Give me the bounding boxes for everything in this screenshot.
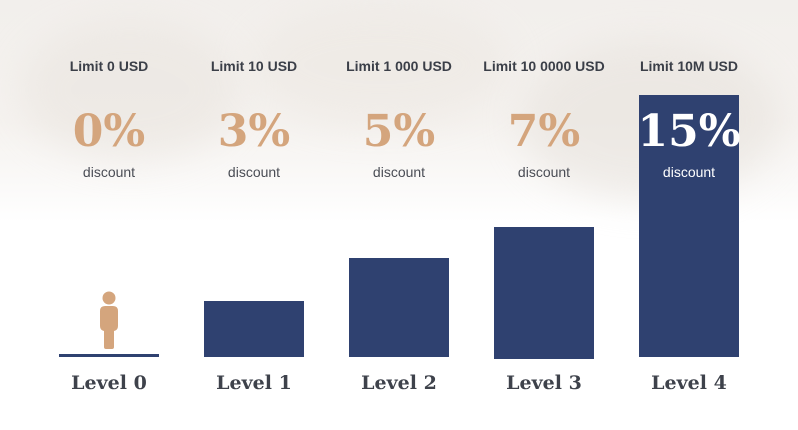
tier-bar bbox=[639, 95, 739, 357]
tier-level-2: Limit 1 000 USD 5% discount Level 2 bbox=[346, 0, 452, 430]
tier-discount-label: discount bbox=[662, 164, 716, 180]
tier-limit: Limit 1 000 USD bbox=[346, 58, 452, 74]
tier-discount-percent: 5% bbox=[362, 106, 436, 157]
tier-discount-label: discount bbox=[82, 164, 136, 180]
tier-level-label: Level 3 bbox=[506, 372, 582, 394]
tier-limit: Limit 0 USD bbox=[69, 58, 149, 74]
tier-level-4: Limit 10M USD 15% discount Level 4 bbox=[637, 0, 740, 430]
tier-bar bbox=[494, 227, 594, 359]
tier-limit: Limit 10 USD bbox=[210, 58, 298, 74]
tier-level-0: Limit 0 USD 0% discount Level 0 bbox=[59, 0, 159, 430]
tier-discount-label: discount bbox=[372, 164, 426, 180]
tier-level-label: Level 0 bbox=[71, 372, 147, 394]
tier-discount-label: discount bbox=[517, 164, 571, 180]
tier-discount-percent: 7% bbox=[507, 106, 581, 157]
tier-level-label: Level 1 bbox=[216, 372, 292, 394]
person-icon bbox=[100, 291, 118, 349]
tier-level-label: Level 2 bbox=[361, 372, 437, 394]
background-blur-shape bbox=[250, 5, 510, 125]
tier-limit: Limit 10 0000 USD bbox=[483, 58, 605, 74]
tier-level-label: Level 4 bbox=[651, 372, 727, 394]
tier-bar bbox=[204, 301, 304, 357]
tier-discount-percent: 3% bbox=[217, 106, 291, 157]
tier-discount-label: discount bbox=[227, 164, 281, 180]
tier-bar bbox=[349, 258, 449, 357]
tier-level-1: Limit 10 USD 3% discount Level 1 bbox=[204, 0, 304, 430]
tier-limit: Limit 10M USD bbox=[639, 58, 738, 74]
background-blur-shape bbox=[20, 20, 240, 160]
tier-discount-percent: 0% bbox=[72, 106, 146, 157]
tier-bar bbox=[59, 354, 159, 357]
tier-level-3: Limit 10 0000 USD 7% discount Level 3 bbox=[483, 0, 604, 430]
tier-discount-percent: 15% bbox=[637, 106, 741, 157]
